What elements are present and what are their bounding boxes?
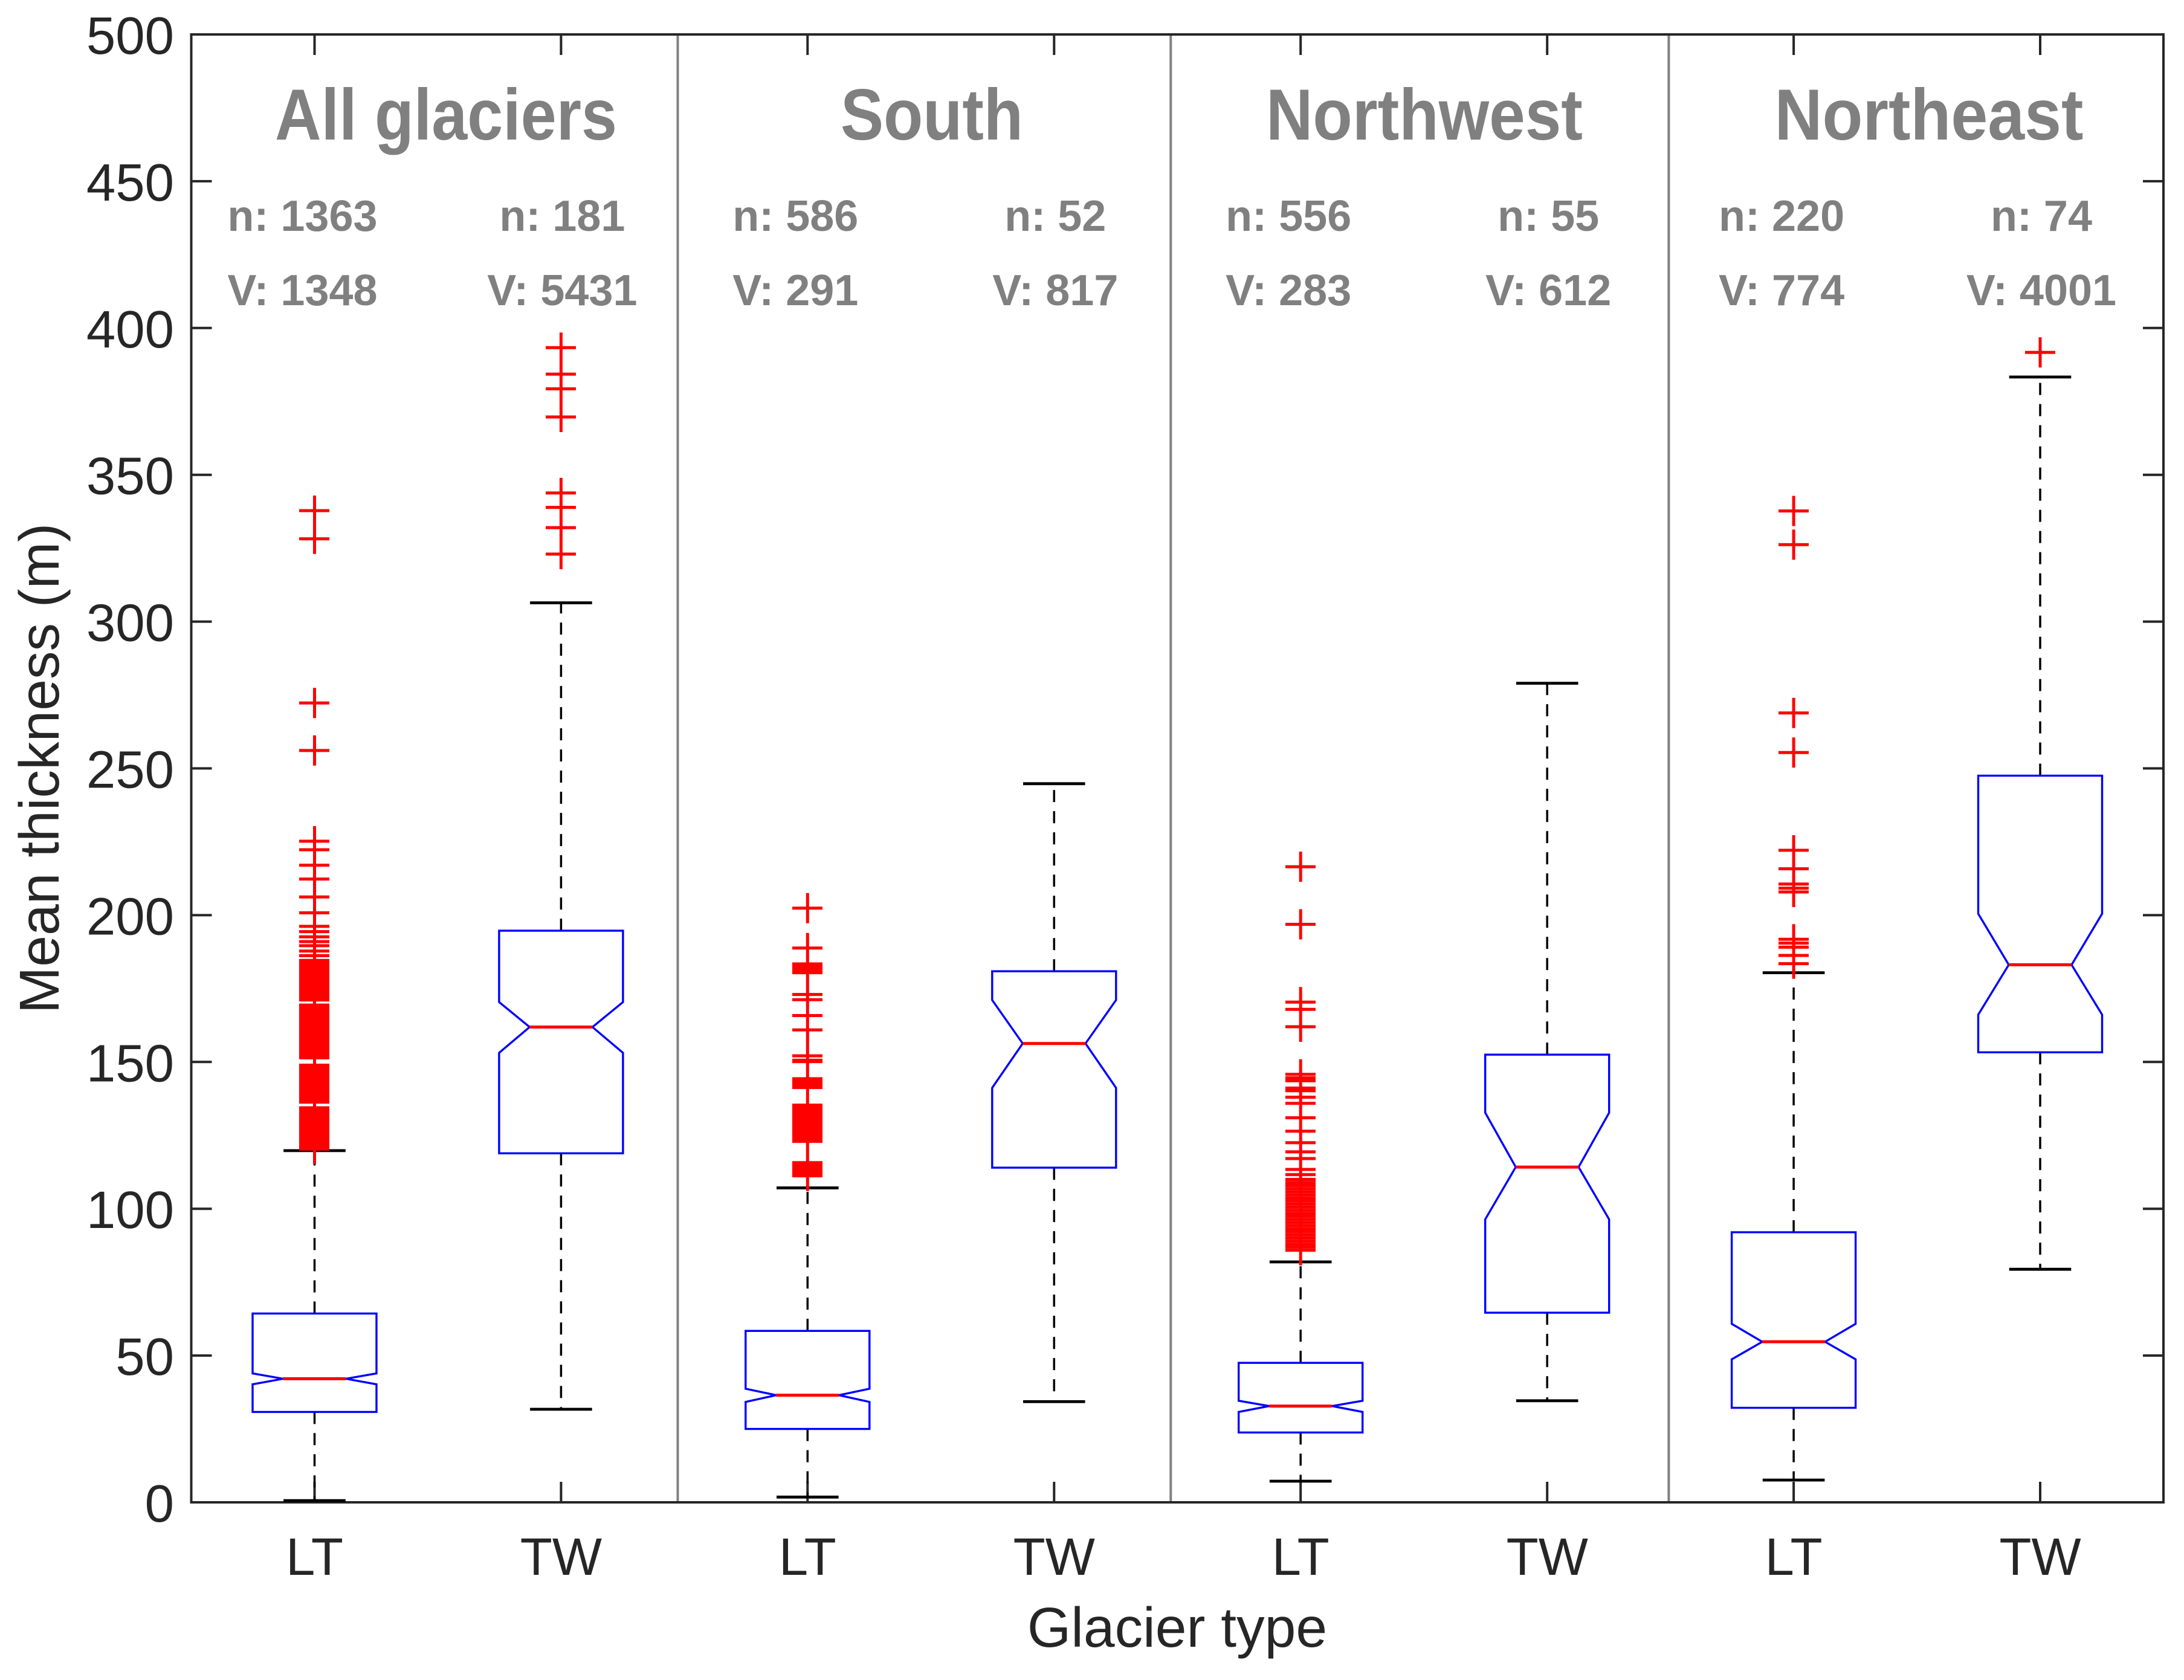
- svg-text:400: 400: [86, 300, 174, 359]
- svg-text:TW: TW: [1507, 1528, 1588, 1586]
- svg-text:n: 556: n: 556: [1226, 192, 1351, 241]
- svg-text:150: 150: [86, 1034, 174, 1093]
- svg-text:LT: LT: [286, 1528, 343, 1586]
- svg-text:TW: TW: [1013, 1528, 1095, 1586]
- svg-text:n: 586: n: 586: [732, 192, 858, 241]
- svg-text:TW: TW: [520, 1528, 602, 1586]
- svg-text:50: 50: [115, 1328, 174, 1386]
- svg-text:LT: LT: [1765, 1528, 1823, 1586]
- svg-text:V: 283: V: 283: [1226, 267, 1351, 315]
- svg-text:V: 817: V: 817: [992, 267, 1118, 315]
- svg-text:Glacier type: Glacier type: [1027, 1596, 1327, 1659]
- svg-text:250: 250: [86, 741, 174, 800]
- svg-text:All glaciers: All glaciers: [275, 74, 617, 155]
- svg-text:LT: LT: [779, 1528, 836, 1586]
- svg-text:100: 100: [86, 1181, 174, 1239]
- svg-text:300: 300: [86, 594, 174, 653]
- svg-text:n: 181: n: 181: [499, 192, 625, 241]
- svg-text:n: 55: n: 55: [1497, 192, 1599, 241]
- svg-text:n: 220: n: 220: [1719, 192, 1844, 241]
- svg-text:V: 1348: V: 1348: [227, 267, 377, 315]
- svg-text:South: South: [841, 74, 1023, 155]
- svg-text:V: 612: V: 612: [1485, 267, 1611, 315]
- svg-text:V: 774: V: 774: [1719, 267, 1844, 315]
- svg-text:V: 4001: V: 4001: [1966, 267, 2116, 315]
- svg-text:n: 52: n: 52: [1004, 192, 1106, 241]
- svg-text:n: 74: n: 74: [1991, 192, 2092, 241]
- svg-text:V: 5431: V: 5431: [487, 267, 637, 315]
- svg-text:TW: TW: [1999, 1528, 2081, 1586]
- svg-text:LT: LT: [1272, 1528, 1329, 1586]
- svg-text:n: 1363: n: 1363: [227, 192, 377, 241]
- svg-text:500: 500: [86, 7, 174, 65]
- svg-text:Mean thickness (m): Mean thickness (m): [8, 523, 71, 1013]
- svg-text:450: 450: [86, 153, 174, 212]
- svg-text:200: 200: [86, 887, 174, 946]
- svg-text:V: 291: V: 291: [732, 267, 858, 315]
- svg-text:350: 350: [86, 447, 174, 506]
- svg-text:Northwest: Northwest: [1266, 74, 1583, 155]
- svg-text:0: 0: [145, 1475, 174, 1533]
- svg-text:Northeast: Northeast: [1775, 74, 2084, 155]
